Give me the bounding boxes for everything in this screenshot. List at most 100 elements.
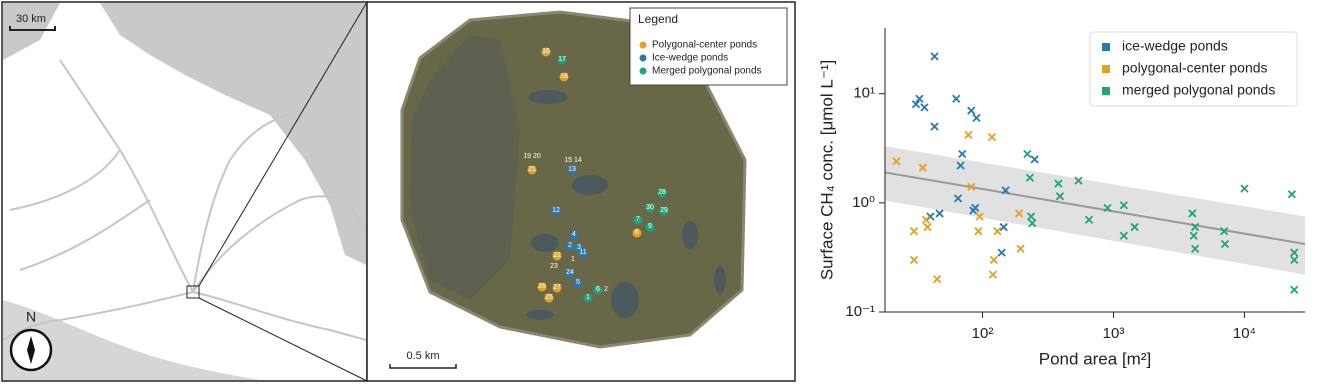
pond-dot <box>578 248 588 258</box>
pond-dot <box>541 47 551 57</box>
pond-dot <box>567 165 577 175</box>
point <box>952 94 961 103</box>
x-axis-label: Pond area [m²] <box>1039 349 1151 368</box>
pond-label: 27 <box>553 284 561 291</box>
pond-label: 3 <box>577 244 581 251</box>
point <box>1001 186 1010 195</box>
point <box>956 161 965 170</box>
zoom-line <box>198 297 368 382</box>
pond-label: 1 <box>586 294 590 301</box>
point <box>1190 222 1200 232</box>
chart: Surface CH₄ conc. [μmol L⁻¹] Pond area [… <box>817 28 1306 368</box>
legend-label: ice-wedge ponds <box>1122 38 1228 54</box>
overview-map: 30 km N <box>1 1 368 382</box>
scale-bar <box>9 26 56 31</box>
point <box>1026 212 1036 221</box>
pond-dot <box>645 222 655 232</box>
site-image: Legend Polygonal-center ponds Ice-wedge … <box>366 1 796 382</box>
point <box>1119 201 1128 210</box>
pond-label: 16 <box>542 48 550 55</box>
point <box>1055 192 1065 201</box>
site-legend-entry: Merged polygonal ponds <box>652 66 762 77</box>
confidence-band <box>885 146 1305 275</box>
pond-label: 7 <box>636 216 640 223</box>
pond-dot <box>593 285 603 295</box>
point <box>930 122 939 131</box>
point <box>972 113 981 123</box>
point <box>915 94 924 103</box>
pond-dot <box>657 188 667 198</box>
pond-dot <box>552 251 562 261</box>
point <box>1188 209 1197 218</box>
pond-dot <box>527 165 537 175</box>
pond-label: 22 <box>553 252 561 259</box>
point <box>1130 222 1139 232</box>
pond-dot <box>659 206 669 216</box>
pond-dot <box>573 278 583 288</box>
pond-label: 30 <box>646 204 654 211</box>
pond-label: 18 <box>560 73 568 80</box>
legend-dot <box>639 41 647 49</box>
y-axis-label: Surface CH₄ conc. [μmol L⁻¹] <box>817 60 836 280</box>
point <box>987 133 997 142</box>
pond-label: 1 <box>571 256 575 263</box>
site-legend-title: Legend <box>638 12 678 26</box>
point <box>1014 209 1024 218</box>
pond-label: 6 <box>596 286 600 293</box>
pond-dot <box>537 282 547 292</box>
y-tick-label: 10⁻¹ <box>845 303 875 320</box>
legend-swatch <box>1102 65 1110 73</box>
x-tick-label: 10² <box>972 325 994 342</box>
point <box>892 157 901 166</box>
point <box>911 100 921 109</box>
point <box>1074 176 1083 185</box>
x-tick-label: 10⁴ <box>1233 325 1256 342</box>
point <box>1240 184 1249 193</box>
site-legend <box>629 7 788 86</box>
pond-dot <box>551 206 561 216</box>
point <box>1016 244 1025 253</box>
scale-label: 0.5 km <box>406 350 439 362</box>
pond-label: 2 <box>604 286 608 293</box>
channels <box>2 59 367 341</box>
point <box>967 182 976 192</box>
point <box>1030 155 1039 164</box>
pond-label: 25 <box>545 294 553 301</box>
legend-dot <box>639 54 647 62</box>
legend-dot <box>639 67 647 75</box>
pond-label: 21 <box>528 166 536 173</box>
point <box>1054 179 1063 188</box>
pond-label: 23 <box>550 263 558 270</box>
pond-label: 28 <box>658 189 666 196</box>
point <box>1189 231 1198 240</box>
point <box>964 130 973 139</box>
pond-label: 13 <box>568 166 576 173</box>
point <box>988 270 998 279</box>
legend-box <box>1089 31 1298 107</box>
pond-dot <box>645 203 655 213</box>
compass-needle <box>27 336 35 364</box>
sea <box>3 300 260 380</box>
pond-dot <box>557 55 567 65</box>
pond-dot <box>633 215 643 225</box>
point <box>971 203 980 212</box>
sea <box>3 3 60 60</box>
pond-dot <box>569 230 579 240</box>
pond-label: 5 <box>576 279 580 286</box>
point <box>918 163 927 172</box>
site-box <box>186 285 200 299</box>
point <box>932 275 942 284</box>
pond-label: 19 20 <box>523 153 541 160</box>
point <box>1023 149 1032 159</box>
point <box>1290 255 1299 265</box>
scale-bar <box>389 364 457 369</box>
legend-swatch <box>1102 87 1110 95</box>
point <box>999 222 1008 232</box>
point <box>1103 203 1112 212</box>
point <box>935 209 944 218</box>
pond-dot <box>552 283 562 293</box>
point <box>993 227 1002 236</box>
legend-label: merged polygonal ponds <box>1122 82 1275 98</box>
